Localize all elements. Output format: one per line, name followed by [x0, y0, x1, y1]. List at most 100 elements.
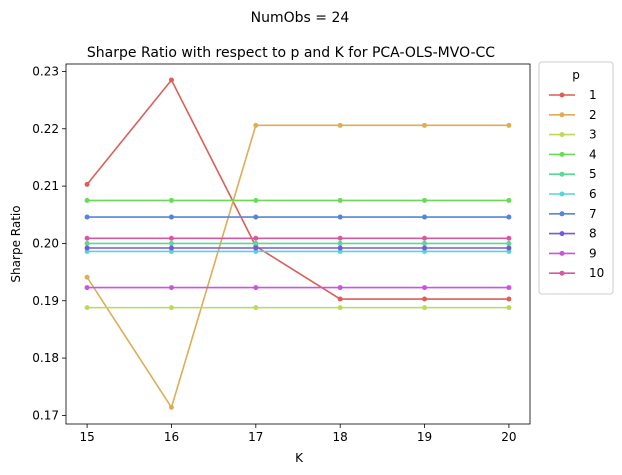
legend-swatch-marker — [559, 171, 565, 177]
data-point-p10 — [422, 235, 428, 241]
data-point-p9 — [168, 285, 174, 291]
data-point-p10 — [84, 235, 90, 241]
legend-swatch-marker — [559, 231, 565, 237]
y-tick-label: 0.22 — [32, 122, 59, 136]
data-point-p8 — [506, 245, 512, 251]
data-point-p10 — [337, 235, 343, 241]
y-tick-label: 0.20 — [32, 236, 59, 250]
data-point-p6 — [422, 248, 428, 254]
data-point-p2 — [168, 404, 174, 410]
data-point-p4 — [337, 197, 343, 203]
data-point-p6 — [337, 248, 343, 254]
data-point-p7 — [506, 214, 512, 220]
y-tick-label: 0.17 — [32, 408, 59, 422]
data-point-p8 — [337, 245, 343, 251]
data-point-p8 — [253, 245, 259, 251]
data-point-p3 — [253, 305, 259, 311]
legend-label: 4 — [589, 147, 597, 161]
legend-label: 9 — [589, 246, 597, 260]
data-point-p2 — [506, 122, 512, 128]
data-point-p10 — [253, 235, 259, 241]
legend-label: 2 — [589, 108, 597, 122]
data-point-p6 — [84, 248, 90, 254]
data-point-p1 — [506, 296, 512, 302]
data-point-p7 — [168, 214, 174, 220]
data-point-p6 — [168, 248, 174, 254]
legend-title: p — [572, 68, 580, 82]
data-point-p5 — [168, 240, 174, 246]
legend-label: 3 — [589, 128, 597, 142]
data-point-p3 — [84, 305, 90, 311]
data-point-p8 — [422, 245, 428, 251]
chart-title: Sharpe Ratio with respect to p and K for… — [87, 45, 495, 61]
legend-swatch-marker — [559, 250, 565, 256]
data-point-p4 — [253, 197, 259, 203]
legend-swatch-marker — [559, 191, 565, 197]
y-tick-label: 0.21 — [32, 179, 59, 193]
x-tick-label: 17 — [248, 430, 263, 444]
data-point-p4 — [506, 197, 512, 203]
data-point-p9 — [337, 285, 343, 291]
legend-swatch-marker — [559, 112, 565, 118]
data-point-p9 — [253, 285, 259, 291]
y-tick-label: 0.23 — [32, 64, 59, 78]
legend-swatch-marker — [559, 270, 565, 276]
data-point-p10 — [168, 235, 174, 241]
axes-frame — [65, 63, 531, 425]
data-point-p3 — [337, 305, 343, 311]
data-point-p9 — [84, 285, 90, 291]
legend: p1 2 3 4 5 6 7 8 9 10 — [538, 61, 614, 295]
data-point-p9 — [422, 285, 428, 291]
data-point-p3 — [506, 305, 512, 311]
data-point-p5 — [253, 240, 259, 246]
data-point-p7 — [337, 214, 343, 220]
plot-area: 15 16 17 18 19 20 0.17 0.18 0.19 0.20 0.21 0.22 0.23 — [32, 63, 531, 444]
x-tick-label: 18 — [333, 430, 348, 444]
data-point-p4 — [422, 197, 428, 203]
y-axis-label: Sharpe Ratio — [9, 205, 23, 282]
data-point-p6 — [506, 248, 512, 254]
data-point-p7 — [253, 214, 259, 220]
x-tick-label: 20 — [501, 430, 516, 444]
y-tick-label: 0.19 — [32, 294, 59, 308]
chart-suptitle: NumObs = 24 — [251, 10, 350, 26]
x-axis-label: K — [295, 451, 304, 465]
data-point-p6 — [253, 248, 259, 254]
data-point-p3 — [422, 305, 428, 311]
data-point-p8 — [168, 245, 174, 251]
data-point-p5 — [422, 240, 428, 246]
data-point-p7 — [84, 214, 90, 220]
series-line-p1 — [86, 78, 509, 300]
legend-box — [538, 61, 614, 295]
legend-swatch-marker — [559, 132, 565, 138]
legend-label: 7 — [589, 207, 597, 221]
data-point-p9 — [506, 285, 512, 291]
data-point-p2 — [337, 122, 343, 128]
data-point-p5 — [506, 240, 512, 246]
legend-label: 8 — [589, 227, 597, 241]
data-point-p10 — [506, 235, 512, 241]
data-point-p1 — [337, 296, 343, 302]
data-point-p4 — [84, 197, 90, 203]
x-tick-label: 19 — [417, 430, 432, 444]
series-line-p2 — [86, 124, 509, 410]
data-point-p2 — [84, 274, 90, 280]
legend-label: 6 — [589, 187, 597, 201]
data-point-p2 — [253, 122, 259, 128]
data-point-p8 — [84, 245, 90, 251]
data-point-p1 — [422, 296, 428, 302]
data-point-p1 — [84, 181, 90, 187]
data-point-p5 — [337, 240, 343, 246]
y-tick-label: 0.18 — [32, 351, 59, 365]
legend-label: 5 — [589, 167, 597, 181]
legend-swatch-marker — [559, 151, 565, 157]
legend-swatch-marker — [559, 211, 565, 217]
legend-swatch-marker — [559, 92, 565, 98]
data-point-p7 — [422, 214, 428, 220]
data-point-p3 — [168, 305, 174, 311]
x-tick-label: 15 — [79, 430, 94, 444]
data-point-p4 — [168, 197, 174, 203]
data-point-p5 — [84, 240, 90, 246]
legend-label: 1 — [589, 88, 597, 102]
